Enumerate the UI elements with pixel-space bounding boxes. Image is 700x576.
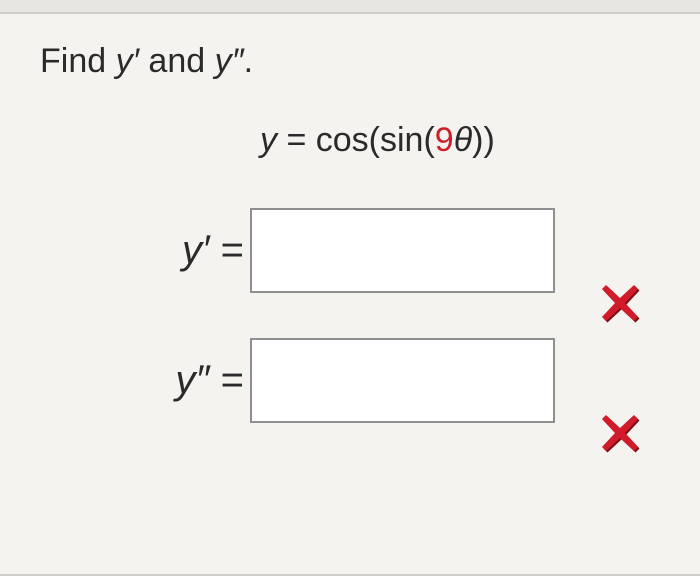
eq-y: y [260,121,277,159]
wrong-icon [600,413,640,453]
prompt-text: Find y′ and y″. [40,42,670,81]
r1-eq: = [210,228,244,272]
r2-prime: ″ [195,358,209,402]
eq-cos: cos( [316,121,380,159]
answer-input-yprime[interactable] [250,208,555,293]
lhs-ydoubleprime: y″ = [40,358,250,403]
prompt-and: and [139,42,215,80]
prompt-end: . [244,42,253,80]
r1-prime: ′ [202,228,210,272]
question-panel: Find y′ and y″. y = cos(sin(9θ)) y′ = y″… [0,12,700,576]
answer-input-ydoubleprime[interactable] [250,338,555,423]
row-yprime: y′ = [40,195,670,305]
wrong-icon [600,283,640,323]
given-equation: y = cos(sin(9θ)) [260,121,670,160]
eq-theta: θ [454,121,472,159]
lhs-yprime: y′ = [40,228,250,273]
eq-sin: sin( [380,121,435,159]
r2-y: y [175,358,195,402]
eq-eq: = [277,121,316,159]
prompt-pre: Find [40,42,116,80]
eq-close: )) [472,121,495,159]
prompt-y1: y [116,42,133,80]
row-ydoubleprime: y″ = [40,325,670,435]
r2-eq: = [210,358,244,402]
prompt-prime2: ″ [232,42,244,80]
eq-nine: 9 [435,121,454,159]
prompt-y2: y [215,42,232,80]
r1-y: y [182,228,202,272]
